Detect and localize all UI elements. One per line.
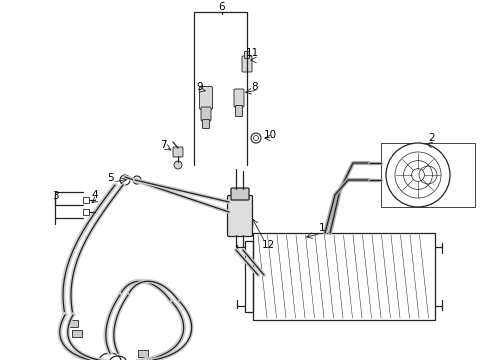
FancyBboxPatch shape [201, 107, 210, 121]
Circle shape [385, 143, 449, 207]
Circle shape [174, 161, 182, 169]
FancyBboxPatch shape [230, 188, 248, 200]
Text: 8: 8 [251, 82, 258, 92]
Text: 11: 11 [245, 48, 258, 58]
Text: 2: 2 [428, 133, 434, 143]
FancyBboxPatch shape [173, 147, 183, 157]
Bar [83, 209, 89, 215]
Text: 7: 7 [160, 140, 166, 150]
Circle shape [133, 176, 141, 184]
Circle shape [418, 166, 436, 184]
Text: 6: 6 [218, 2, 225, 12]
FancyBboxPatch shape [227, 195, 252, 237]
Text: 12: 12 [261, 240, 274, 250]
Circle shape [120, 175, 130, 185]
Circle shape [253, 135, 258, 140]
Text: 4: 4 [92, 190, 98, 200]
FancyBboxPatch shape [234, 89, 244, 107]
Text: 9: 9 [196, 82, 203, 92]
FancyBboxPatch shape [202, 120, 209, 129]
FancyBboxPatch shape [235, 105, 242, 117]
FancyBboxPatch shape [199, 86, 212, 109]
Bar [72, 330, 82, 337]
Text: 5: 5 [106, 173, 113, 183]
Bar [252, 233, 434, 320]
Bar [68, 320, 78, 327]
Text: 10: 10 [263, 130, 276, 140]
Bar [244, 241, 252, 312]
Bar [380, 143, 474, 207]
Bar [138, 350, 148, 357]
Text: 3: 3 [52, 191, 58, 201]
FancyBboxPatch shape [242, 56, 251, 72]
Bar [83, 197, 89, 203]
FancyBboxPatch shape [244, 51, 249, 59]
Circle shape [411, 159, 443, 191]
Text: 1: 1 [318, 223, 325, 233]
